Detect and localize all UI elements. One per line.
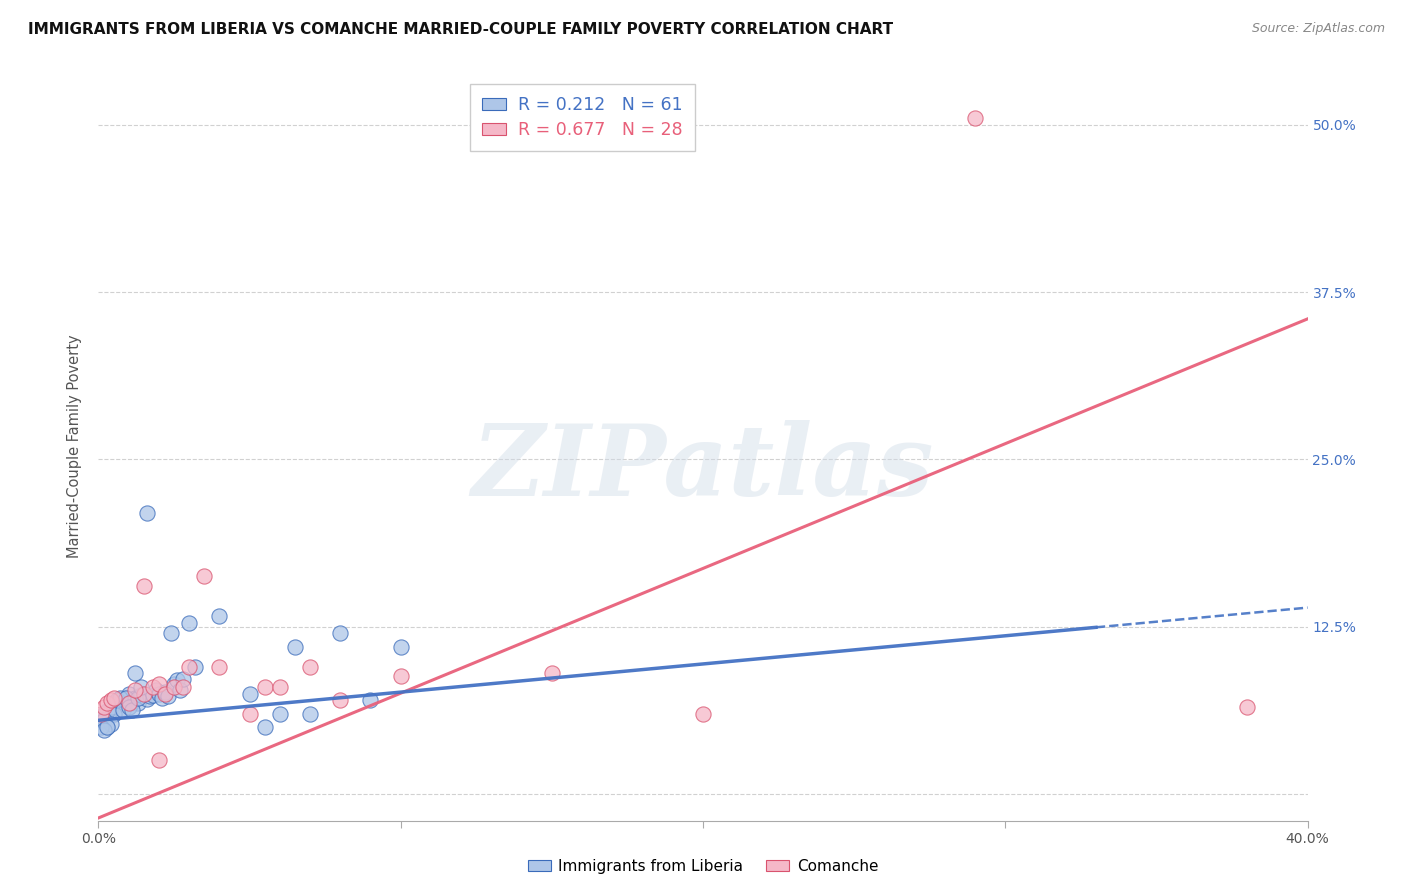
Point bbox=[150, 690, 173, 705]
Point bbox=[145, 682, 167, 697]
Point bbox=[108, 690, 131, 705]
Point bbox=[114, 690, 136, 705]
Point bbox=[135, 692, 157, 706]
Point bbox=[179, 660, 201, 674]
Point bbox=[100, 693, 122, 707]
Point bbox=[132, 687, 155, 701]
Point bbox=[284, 640, 307, 654]
Y-axis label: Married-Couple Family Poverty: Married-Couple Family Poverty bbox=[67, 334, 83, 558]
Point bbox=[118, 699, 141, 714]
Point bbox=[160, 626, 183, 640]
Text: Source: ZipAtlas.com: Source: ZipAtlas.com bbox=[1251, 22, 1385, 36]
Point bbox=[299, 660, 322, 674]
Point bbox=[108, 696, 131, 710]
Point bbox=[114, 690, 136, 705]
Point bbox=[118, 687, 141, 701]
Point bbox=[692, 706, 714, 721]
Point bbox=[169, 682, 191, 697]
Point bbox=[208, 660, 231, 674]
Point bbox=[142, 688, 165, 702]
Point bbox=[239, 687, 262, 701]
Point bbox=[93, 714, 115, 728]
Point bbox=[360, 693, 382, 707]
Point bbox=[1236, 699, 1258, 714]
Point bbox=[389, 640, 412, 654]
Point bbox=[90, 709, 112, 723]
Point bbox=[90, 709, 112, 723]
Point bbox=[163, 680, 186, 694]
Point bbox=[121, 696, 143, 710]
Point bbox=[153, 687, 176, 701]
Point bbox=[103, 706, 125, 721]
Point bbox=[103, 690, 125, 705]
Point bbox=[540, 666, 562, 681]
Point bbox=[96, 720, 118, 734]
Legend: R = 0.212   N = 61, R = 0.677   N = 28: R = 0.212 N = 61, R = 0.677 N = 28 bbox=[470, 84, 695, 151]
Point bbox=[163, 677, 186, 691]
Point bbox=[100, 699, 122, 714]
Text: IMMIGRANTS FROM LIBERIA VS COMANCHE MARRIED-COUPLE FAMILY POVERTY CORRELATION CH: IMMIGRANTS FROM LIBERIA VS COMANCHE MARR… bbox=[28, 22, 893, 37]
Point bbox=[148, 677, 170, 691]
Point bbox=[132, 687, 155, 701]
Point bbox=[93, 706, 115, 721]
Point bbox=[105, 693, 128, 707]
Text: ZIPatlas: ZIPatlas bbox=[472, 420, 934, 516]
Point bbox=[156, 690, 179, 704]
Point bbox=[253, 680, 276, 694]
Point bbox=[111, 703, 134, 717]
Point bbox=[142, 680, 165, 694]
Point bbox=[172, 672, 194, 686]
Point bbox=[269, 706, 291, 721]
Point bbox=[90, 720, 112, 734]
Point bbox=[965, 112, 987, 126]
Point bbox=[90, 714, 112, 728]
Point bbox=[96, 720, 118, 734]
Point bbox=[124, 682, 146, 697]
Point bbox=[111, 703, 134, 717]
Point bbox=[118, 696, 141, 710]
Point bbox=[93, 699, 115, 714]
Point bbox=[90, 706, 112, 721]
Point bbox=[127, 696, 149, 710]
Point bbox=[179, 615, 201, 630]
Point bbox=[166, 673, 188, 688]
Point bbox=[239, 706, 262, 721]
Point bbox=[100, 703, 122, 717]
Point bbox=[96, 704, 118, 718]
Point bbox=[139, 690, 162, 704]
Legend: Immigrants from Liberia, Comanche: Immigrants from Liberia, Comanche bbox=[522, 853, 884, 880]
Point bbox=[269, 680, 291, 694]
Point bbox=[299, 706, 322, 721]
Point bbox=[105, 693, 128, 707]
Point bbox=[127, 690, 149, 705]
Point bbox=[329, 626, 352, 640]
Point bbox=[93, 723, 115, 737]
Point bbox=[148, 753, 170, 767]
Point bbox=[253, 720, 276, 734]
Point bbox=[208, 609, 231, 624]
Point bbox=[129, 680, 152, 694]
Point bbox=[121, 703, 143, 717]
Point bbox=[93, 709, 115, 723]
Point bbox=[124, 666, 146, 681]
Point bbox=[172, 680, 194, 694]
Point bbox=[100, 717, 122, 731]
Point bbox=[184, 660, 207, 674]
Point bbox=[129, 688, 152, 702]
Point bbox=[96, 696, 118, 710]
Point bbox=[96, 704, 118, 718]
Point bbox=[148, 687, 170, 701]
Point bbox=[103, 699, 125, 714]
Point bbox=[193, 569, 215, 583]
Point bbox=[153, 685, 176, 699]
Point bbox=[132, 580, 155, 594]
Point bbox=[329, 693, 352, 707]
Point bbox=[124, 690, 146, 705]
Point bbox=[389, 669, 412, 683]
Point bbox=[135, 506, 157, 520]
